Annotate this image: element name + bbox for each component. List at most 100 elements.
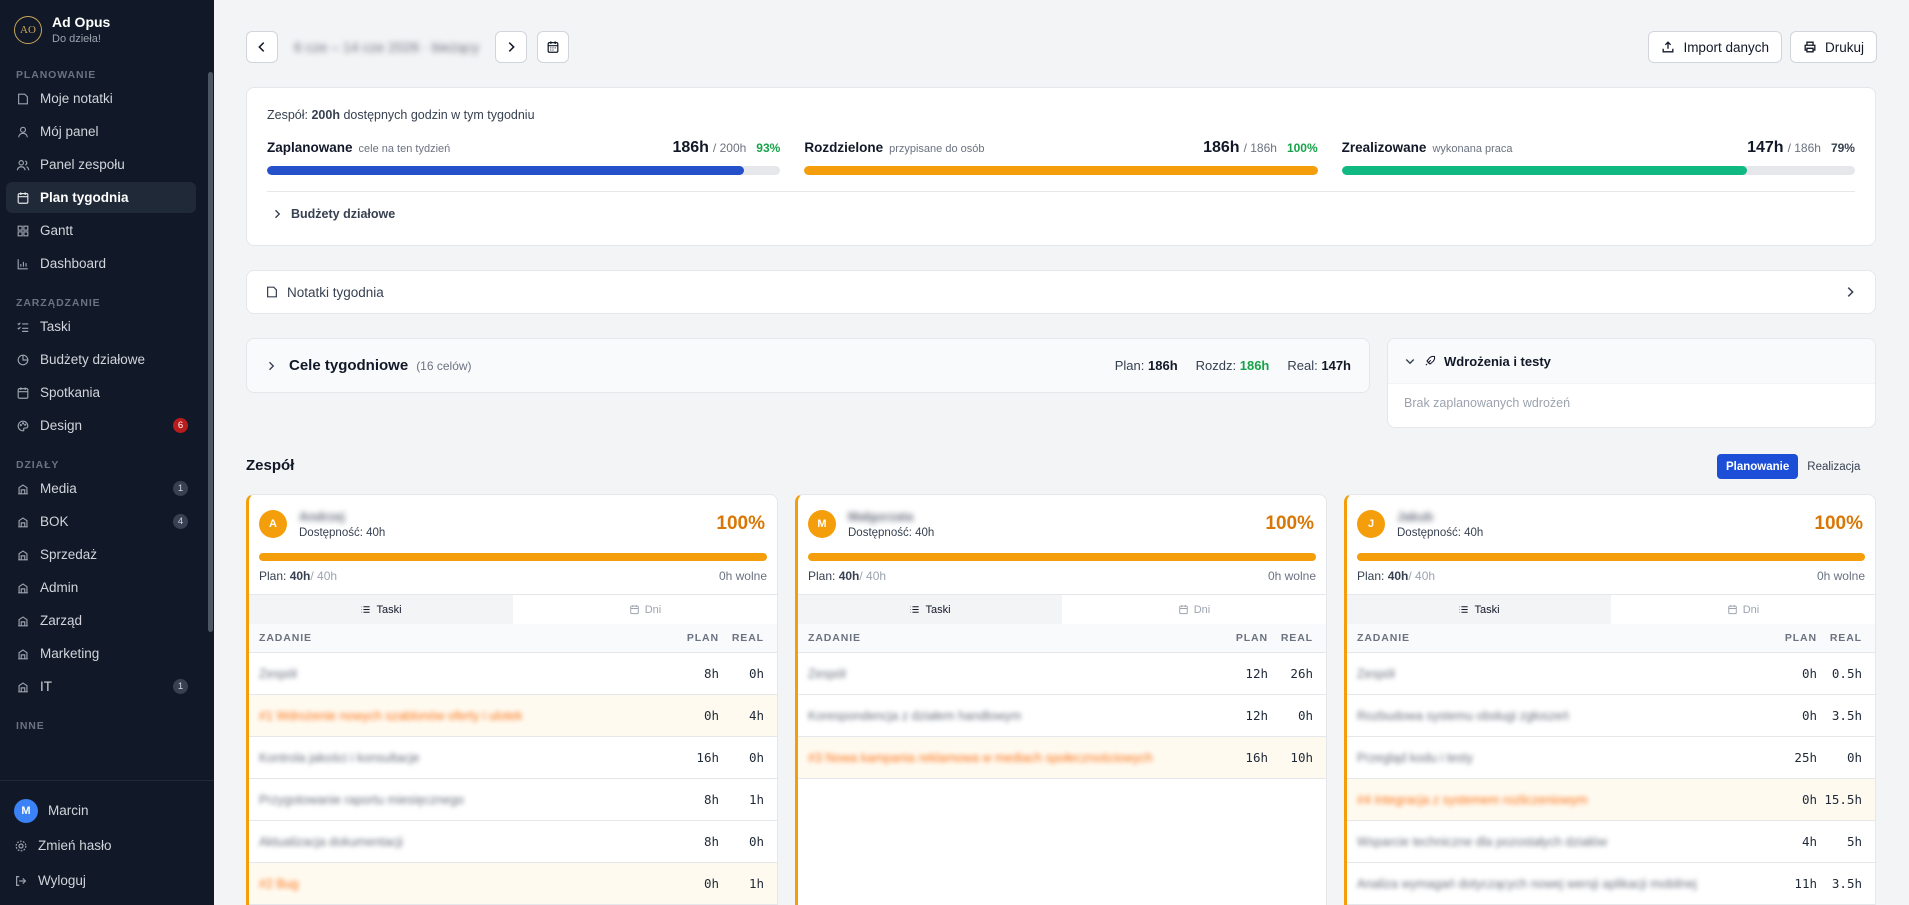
sidebar-item-label: Budżety działowe [40, 352, 146, 367]
goals-plan-label: Plan: [1114, 358, 1145, 373]
weekly-goals-header[interactable]: Cele tygodniowe (16 celów) Plan: 186h Ro… [246, 338, 1370, 393]
change-password-link[interactable]: Zmień hasło [0, 828, 214, 863]
col-real: REAL [1829, 632, 1862, 644]
calendar-picker-button[interactable] [537, 31, 570, 63]
sidebar-item-admin[interactable]: Admin [6, 572, 196, 603]
sidebar-item-it[interactable]: IT 1 [6, 671, 196, 702]
task-row[interactable]: Zespół 12h 26h [798, 653, 1326, 695]
brand-subtitle: Do dzieła! [52, 33, 101, 45]
planning-mode-button[interactable]: Planowanie [1717, 454, 1799, 479]
import-data-button[interactable]: Import danych [1648, 31, 1782, 63]
task-plan: 16h [696, 750, 719, 765]
logout-link[interactable]: Wyloguj [0, 863, 214, 898]
task-row[interactable]: Aktualizacja dokumentacji 8h 0h [249, 821, 777, 863]
prev-week-button[interactable] [246, 31, 278, 63]
tab-tasks[interactable]: Taski [798, 595, 1062, 624]
brand[interactable]: AO Ad Opus Do dzieła! [0, 0, 214, 57]
sidebar-section-label: ZARZĄDZANIE [16, 297, 101, 309]
week-toolbar: 6 cze – 14 cze 2026 · bieżący Import dan… [246, 31, 1877, 63]
stat-progress-bar [267, 166, 781, 175]
task-row[interactable]: Wsparcie techniczne dla pozostałych dzia… [1347, 821, 1875, 863]
stats-row: Zaplanowane cele na ten tydzień 186h / 2… [267, 139, 1855, 175]
sidebar-item-moje-notatki[interactable]: Moje notatki [6, 83, 196, 114]
sidebar-item-media[interactable]: Media 1 [6, 473, 196, 504]
task-row[interactable]: Zespół 0h 0.5h [1347, 653, 1875, 695]
task-row[interactable]: Analiza wymagań dotyczących nowej wersji… [1347, 863, 1875, 905]
task-row[interactable]: Rozbudowa systemu obsługi zgłoszeń 0h 3.… [1347, 695, 1875, 737]
stat-of: / 200h [712, 141, 747, 155]
budgets-label: Budżety działowe [291, 206, 396, 221]
deployments-header[interactable]: Wdrożenia i testy [1388, 339, 1875, 384]
task-row[interactable]: #2 Bug 0h 1h [249, 863, 777, 905]
stat-of: / 186h [1243, 141, 1277, 155]
sidebar-item-label: Panel zespołu [40, 157, 125, 172]
task-row[interactable]: #3 Nowa kampania reklamowa w mediach spo… [798, 737, 1326, 779]
tab-days[interactable]: Dni [1062, 595, 1326, 624]
task-real: 0.5h [1831, 666, 1862, 681]
sidebar-item-spotkania[interactable]: Spotkania [6, 377, 196, 408]
sidebar-item-label: IT [40, 679, 52, 694]
task-row[interactable]: Przegląd kodu i testy 25h 0h [1347, 737, 1875, 779]
task-real: 4h [748, 708, 764, 723]
task-row[interactable]: Korespondencja z działem handlowym 12h 0… [798, 695, 1326, 737]
sidebar-item-design[interactable]: Design 6 [6, 410, 196, 441]
pie-icon [17, 354, 29, 365]
task-row[interactable]: Zespół 8h 0h [249, 653, 777, 695]
tab-days[interactable]: Dni [513, 595, 777, 624]
building-icon [18, 681, 28, 692]
member-free-hours: 0h wolne [1267, 569, 1316, 583]
realization-mode-button[interactable]: Realizacja [1807, 460, 1861, 473]
next-week-button[interactable] [495, 31, 528, 63]
calendar-icon [629, 605, 639, 615]
sidebar-item-panel-zespolu[interactable]: Panel zespołu [6, 149, 196, 180]
sidebar-item-budzety-dzialowe[interactable]: Budżety działowe [6, 344, 196, 375]
task-real: 5h [1846, 834, 1862, 849]
sidebar-item-marketing[interactable]: Marketing [6, 638, 196, 669]
building-icon [18, 516, 28, 527]
notes-icon [18, 93, 28, 104]
tab-days[interactable]: Dni [1611, 595, 1875, 624]
task-row[interactable]: #4 Integracja z systemem rozliczeniowym … [1347, 779, 1875, 821]
member-load-bar [808, 553, 1316, 561]
task-row[interactable]: Kontrola jakości i konsultacje 16h 0h [249, 737, 777, 779]
upload-icon [1662, 41, 1674, 53]
brand-name: Ad Opus [52, 14, 111, 30]
goals-real-label: Real: [1287, 358, 1318, 373]
user-profile[interactable]: M Marcin [0, 793, 214, 828]
team-hours-suffix: dostępnych godzin w tym tygodniu [339, 108, 535, 122]
week-notes-row[interactable]: Notatki tygodnia [246, 270, 1876, 314]
logout-label: Wyloguj [38, 873, 86, 888]
sidebar-scrollbar[interactable] [208, 72, 213, 632]
sidebar-item-moj-panel[interactable]: Mój panel [6, 116, 196, 147]
sidebar-item-bok[interactable]: BOK 4 [6, 506, 196, 537]
member-plan-label: Plan: [808, 569, 836, 583]
sidebar-item-sprzedaz[interactable]: Sprzedaż [6, 539, 196, 570]
user-name: Marcin [48, 803, 89, 818]
sidebar-item-label: Design [40, 418, 83, 433]
tab-tasks[interactable]: Taski [249, 595, 513, 624]
budgets-toggle[interactable]: Budżety działowe [267, 192, 1855, 235]
member-load-bar [1357, 553, 1865, 561]
building-icon [18, 615, 28, 626]
task-real: 0h [748, 666, 764, 681]
member-name: Jakub [1397, 509, 1434, 524]
sidebar-item-zarzad[interactable]: Zarząd [6, 605, 196, 636]
task-real: 0h [748, 834, 764, 849]
sidebar-item-gantt[interactable]: Gantt [6, 215, 196, 246]
member-card: A Andrzej Dostępność: 40h 100% Plan: 40h… [246, 494, 778, 905]
list-icon [910, 606, 920, 613]
task-row[interactable]: Przygotowanie raportu miesięcznego 8h 1h [249, 779, 777, 821]
team-hours-value: 200h [311, 108, 340, 122]
member-header: M Małgorzata Dostępność: 40h 100% [798, 495, 1326, 553]
week-notes-label: Notatki tygodnia [287, 284, 384, 300]
member-plan: Plan: 40h / 40h 0h wolne [798, 569, 1326, 585]
task-name: Korespondencja z działem handlowym [808, 708, 1022, 723]
sidebar-item-dashboard[interactable]: Dashboard [6, 248, 196, 279]
brand-logo: AO [14, 15, 42, 44]
sidebar-item-taski[interactable]: Taski [6, 311, 196, 342]
print-button[interactable]: Drukuj [1789, 31, 1877, 63]
task-row[interactable]: #1 Wdrożenie nowych szablonów oferty i u… [249, 695, 777, 737]
sidebar-item-plan-tygodnia[interactable]: Plan tygodnia [6, 182, 196, 213]
col-task: ZADANIE [808, 632, 861, 644]
tab-tasks[interactable]: Taski [1347, 595, 1611, 624]
